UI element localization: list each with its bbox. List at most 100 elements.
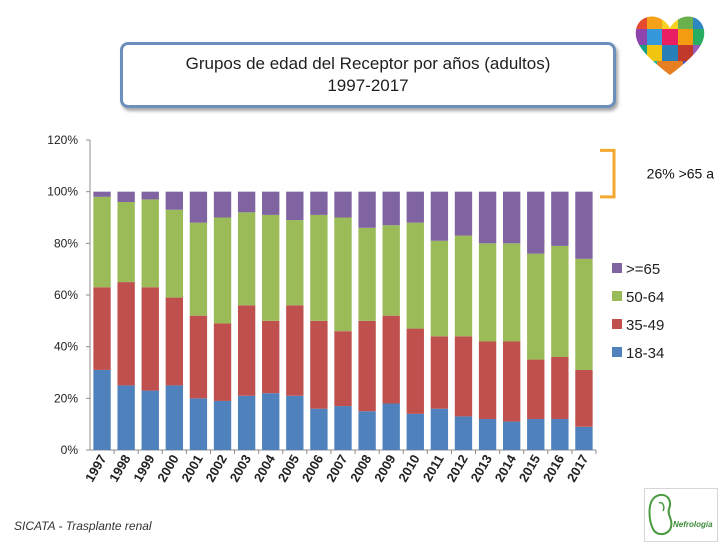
x-tick-label: 2002 bbox=[202, 452, 229, 485]
bar-segment-1834-2016 bbox=[551, 419, 569, 450]
bar-segment-5064-2013 bbox=[478, 243, 497, 342]
bar-segment-5064-2008 bbox=[358, 227, 376, 321]
x-tick-label: 2006 bbox=[299, 452, 326, 485]
bar-segment-3549-2005 bbox=[286, 305, 304, 396]
x-tick-label: 2008 bbox=[347, 452, 374, 485]
bar-segment-5064-2003 bbox=[237, 212, 256, 306]
bar-segment-3549-2014 bbox=[502, 341, 521, 422]
bar-segment-3549-2002 bbox=[213, 323, 232, 401]
y-tick-label: 60% bbox=[54, 288, 78, 302]
bar-segment-65-2003 bbox=[237, 191, 256, 213]
bar-segment-5064-2012 bbox=[454, 235, 473, 337]
bar-segment-3549-2017 bbox=[575, 369, 593, 427]
bar-segment-1834-2001 bbox=[189, 398, 208, 450]
bar-segment-65-2013 bbox=[478, 191, 497, 244]
bar-segment-5064-2000 bbox=[165, 209, 184, 298]
bar-segment-5064-2006 bbox=[310, 214, 328, 321]
bar-segment-65-2017 bbox=[575, 191, 593, 259]
legend-label: >=65 bbox=[626, 261, 660, 278]
legend-swatch-3549 bbox=[612, 319, 622, 329]
chart-title-box: Grupos de edad del Receptor por años (ad… bbox=[120, 42, 616, 108]
bar-segment-1834-2009 bbox=[382, 403, 400, 450]
bar-segment-5064-1999 bbox=[141, 199, 159, 288]
bar-segment-3549-2003 bbox=[237, 305, 256, 396]
heart-logo bbox=[632, 13, 708, 79]
x-tick-label: 2011 bbox=[420, 452, 447, 484]
bar-segment-5064-2015 bbox=[527, 253, 545, 360]
bar-segment-1834-1997 bbox=[93, 369, 111, 450]
legend-swatch-1834 bbox=[612, 347, 622, 357]
bar-segment-1834-1999 bbox=[141, 390, 159, 450]
x-tick-label: 2016 bbox=[540, 452, 567, 485]
bar-segment-3549-2006 bbox=[310, 320, 328, 409]
bar-segment-65-2007 bbox=[334, 191, 352, 218]
x-tick-label: 2001 bbox=[178, 452, 205, 485]
bar-segment-1834-2006 bbox=[310, 408, 328, 450]
bar-segment-1834-2011 bbox=[430, 408, 449, 450]
nefrologia-logo: Nefrología bbox=[644, 488, 718, 542]
legend-swatch-5064 bbox=[612, 291, 622, 301]
x-tick-label: 2015 bbox=[516, 452, 543, 485]
x-tick-label: 2003 bbox=[227, 452, 254, 485]
chart-title-line1: Grupos de edad del Receptor por años (ad… bbox=[185, 54, 551, 73]
bar-segment-5064-1997 bbox=[93, 196, 111, 288]
bar-segment-1834-1998 bbox=[117, 385, 135, 450]
bar-segment-3549-2011 bbox=[430, 336, 449, 409]
bar-segment-5064-2002 bbox=[213, 217, 232, 324]
bar-segment-5064-2001 bbox=[189, 222, 208, 316]
y-tick-label: 0% bbox=[61, 443, 79, 457]
bar-segment-65-2012 bbox=[454, 191, 473, 236]
x-tick-label: 2004 bbox=[251, 451, 279, 484]
bar-segment-1834-2012 bbox=[454, 416, 473, 450]
bar-segment-65-1997 bbox=[93, 191, 111, 197]
x-tick-label: 1999 bbox=[130, 452, 157, 485]
x-tick-label: 2007 bbox=[323, 452, 350, 485]
bar-segment-3549-2000 bbox=[165, 297, 184, 386]
kidney-icon bbox=[648, 493, 673, 535]
bar-segment-1834-2000 bbox=[165, 385, 184, 450]
bar-segment-1834-2014 bbox=[502, 421, 521, 450]
bar-segment-5064-2009 bbox=[382, 225, 400, 316]
bar-segment-65-2009 bbox=[382, 191, 400, 226]
bar-segment-3549-2013 bbox=[478, 341, 497, 419]
x-tick-label: 2005 bbox=[275, 452, 302, 485]
bar-segment-65-2011 bbox=[430, 191, 449, 241]
bar-segment-3549-1998 bbox=[117, 282, 135, 386]
y-tick-label: 80% bbox=[54, 236, 78, 250]
legend-label: 35-49 bbox=[626, 317, 664, 334]
bar-segment-1834-2005 bbox=[286, 395, 304, 450]
bar-segment-65-2014 bbox=[502, 191, 521, 244]
bar-segment-5064-2005 bbox=[286, 220, 304, 306]
bar-segment-1834-2010 bbox=[406, 413, 424, 450]
bar-segment-65-2015 bbox=[527, 191, 545, 254]
bar-segment-5064-2010 bbox=[406, 222, 424, 329]
bar-segment-1834-2013 bbox=[478, 419, 497, 450]
bar-segment-5064-2007 bbox=[334, 217, 352, 332]
bar-segment-1834-2004 bbox=[262, 393, 280, 450]
bar-segment-5064-1998 bbox=[117, 202, 135, 283]
legend-label: 18-34 bbox=[626, 345, 664, 362]
x-tick-label: 2000 bbox=[154, 452, 181, 485]
bar-segment-3549-1999 bbox=[141, 287, 159, 391]
bar-segment-3549-2016 bbox=[551, 357, 569, 419]
legend-label: 50-64 bbox=[626, 289, 664, 306]
bar-segment-5064-2016 bbox=[551, 245, 569, 357]
bar-segment-5064-2014 bbox=[502, 243, 521, 342]
bar-segment-65-2000 bbox=[165, 191, 184, 210]
source-caption: SICATA - Trasplante renal bbox=[14, 519, 152, 533]
y-tick-label: 120% bbox=[47, 133, 78, 147]
bar-segment-65-2001 bbox=[189, 191, 208, 223]
bar-segment-65-2010 bbox=[406, 191, 424, 223]
x-tick-label: 2014 bbox=[492, 451, 520, 484]
bar-segment-65-1999 bbox=[141, 191, 159, 200]
legend-swatch-65 bbox=[612, 263, 622, 273]
bar-segment-3549-2004 bbox=[262, 320, 280, 394]
x-tick-label: 1998 bbox=[106, 452, 133, 485]
x-tick-label: 2012 bbox=[443, 452, 470, 485]
bar-segment-5064-2017 bbox=[575, 258, 593, 370]
bar-segment-65-1998 bbox=[117, 191, 135, 202]
bar-segment-3549-2001 bbox=[189, 315, 208, 399]
bar-segment-3549-2015 bbox=[527, 359, 545, 419]
bar-segment-65-2002 bbox=[213, 191, 232, 218]
